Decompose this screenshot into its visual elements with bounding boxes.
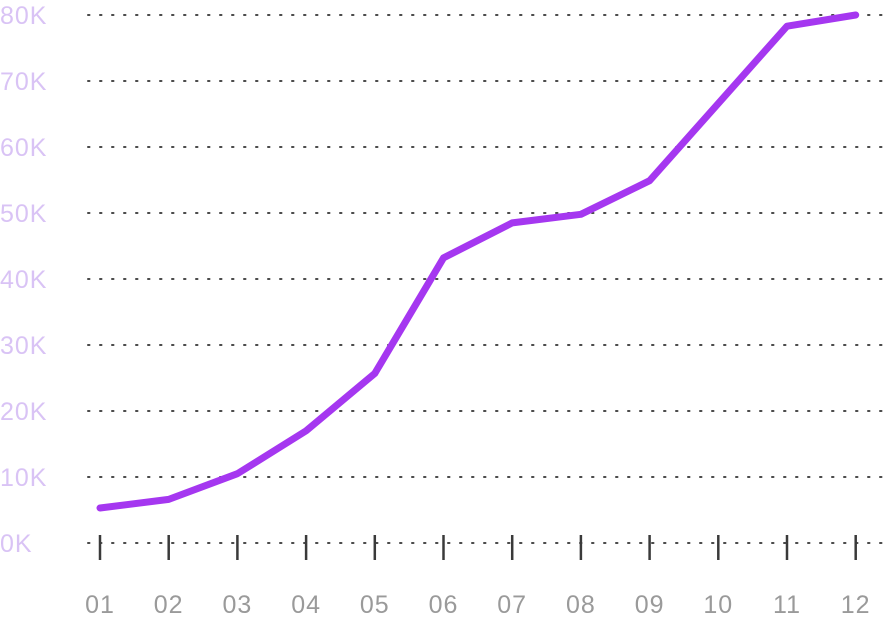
y-tick-label: 70K	[0, 68, 47, 96]
y-tick-label: 20K	[0, 398, 47, 426]
series-line	[96, 11, 860, 512]
x-tick-label: 07	[497, 591, 527, 619]
x-axis-ticks	[98, 535, 857, 560]
y-axis-labels: 0K 10K 20K 30K 40K 50K 60K 70K 80K	[0, 2, 47, 558]
y-tick-label: 80K	[0, 2, 47, 30]
x-tick-label: 08	[566, 591, 596, 619]
x-tick-label: 09	[635, 591, 665, 619]
x-axis-labels: 01 02 03 04 05 06 07 08 09 10 11 12	[85, 591, 871, 619]
x-tick-label: 12	[841, 591, 871, 619]
x-tick-label: 03	[222, 591, 252, 619]
x-tick-label: 10	[703, 591, 733, 619]
series	[96, 11, 860, 512]
y-tick-label: 0K	[0, 530, 33, 558]
y-tick-label: 50K	[0, 200, 47, 228]
x-tick-label: 02	[154, 591, 184, 619]
gridlines	[87, 14, 890, 544]
x-tick-label: 04	[291, 591, 321, 619]
x-tick-label: 01	[85, 591, 115, 619]
y-tick-label: 40K	[0, 266, 47, 294]
x-tick-label: 06	[429, 591, 459, 619]
x-tick-label: 05	[360, 591, 390, 619]
y-tick-label: 10K	[0, 464, 47, 492]
y-tick-label: 60K	[0, 134, 47, 162]
x-tick-label: 11	[773, 591, 801, 619]
y-tick-label: 30K	[0, 332, 47, 360]
